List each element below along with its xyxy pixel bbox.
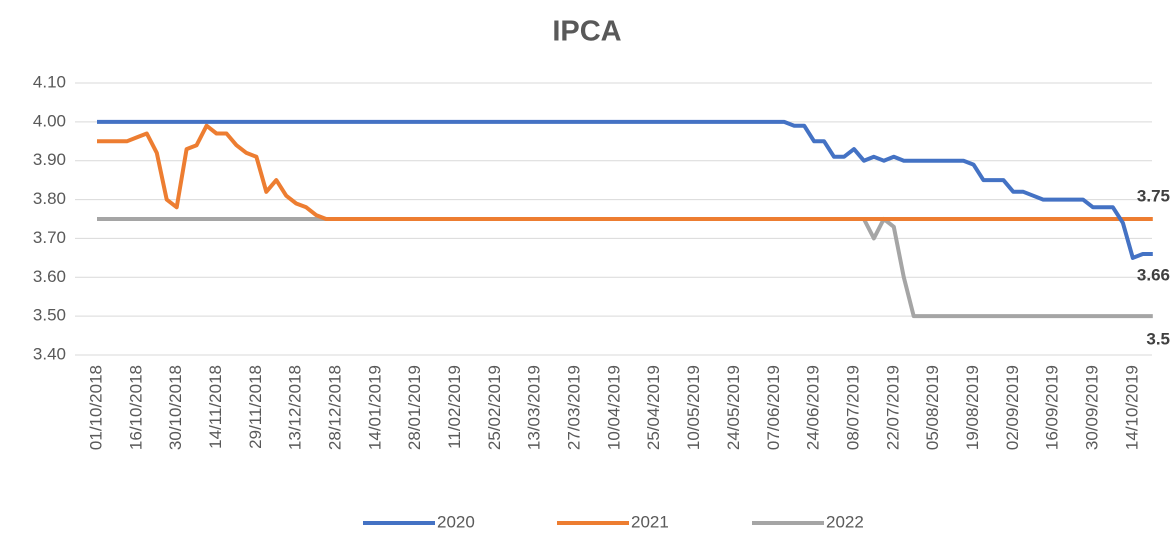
x-tick-label: 16/10/2018 [126, 365, 145, 450]
x-tick-label: 11/02/2019 [445, 365, 464, 449]
series-line [97, 123, 1153, 221]
series-line [97, 217, 1153, 319]
y-tick-label: 3.40 [33, 344, 66, 363]
x-tick-label: 27/03/2019 [565, 365, 584, 450]
y-tick-label: 3.80 [33, 189, 66, 208]
legend-item: 2021 [557, 512, 669, 531]
data-label: 3.66 [1137, 265, 1170, 284]
x-tick-label: 13/03/2019 [525, 365, 544, 450]
y-tick-label: 4.00 [33, 111, 66, 130]
x-tick-label: 14/11/2018 [206, 365, 225, 449]
x-tick-label: 07/06/2019 [764, 365, 783, 450]
x-tick-label: 28/01/2019 [405, 365, 424, 450]
x-tick-label: 08/07/2019 [843, 365, 862, 450]
legend-label: 2020 [437, 512, 475, 531]
x-tick-label: 24/05/2019 [724, 365, 743, 450]
y-tick-label: 4.10 [33, 72, 66, 91]
x-tick-label: 10/04/2019 [604, 365, 623, 450]
chart-title: IPCA [552, 16, 621, 48]
legend-label: 2021 [631, 512, 669, 531]
x-tick-label: 05/08/2019 [923, 365, 942, 450]
x-tick-label: 30/09/2019 [1082, 365, 1101, 450]
x-tick-label: 30/10/2018 [166, 365, 185, 450]
y-tick-label: 3.90 [33, 150, 66, 169]
y-tick-label: 3.50 [33, 306, 66, 325]
x-tick-label: 29/11/2018 [246, 365, 265, 449]
x-tick-label: 01/10/2018 [86, 365, 105, 450]
x-tick-label: 02/09/2019 [1003, 365, 1022, 450]
x-tick-label: 14/01/2019 [365, 365, 384, 450]
x-tick-label: 19/08/2019 [963, 365, 982, 450]
x-tick-label: 22/07/2019 [883, 365, 902, 450]
x-tick-label: 16/09/2019 [1043, 365, 1062, 450]
x-tick-label: 28/12/2018 [326, 365, 345, 450]
x-tick-label: 25/02/2019 [485, 365, 504, 450]
x-tick-label: 25/04/2019 [644, 365, 663, 450]
legend-item: 2020 [363, 512, 475, 531]
data-label: 3.75 [1137, 186, 1170, 205]
series-line [97, 119, 1153, 260]
y-tick-label: 3.60 [33, 267, 66, 286]
y-tick-label: 3.70 [33, 228, 66, 247]
x-tick-label: 24/06/2019 [804, 365, 823, 450]
legend-label: 2022 [826, 512, 864, 531]
x-tick-label: 10/05/2019 [684, 365, 703, 450]
x-tick-label: 13/12/2018 [286, 365, 305, 450]
data-label: 3.5 [1146, 330, 1170, 349]
legend-item: 2022 [752, 512, 864, 531]
x-tick-label: 14/10/2019 [1122, 365, 1141, 450]
